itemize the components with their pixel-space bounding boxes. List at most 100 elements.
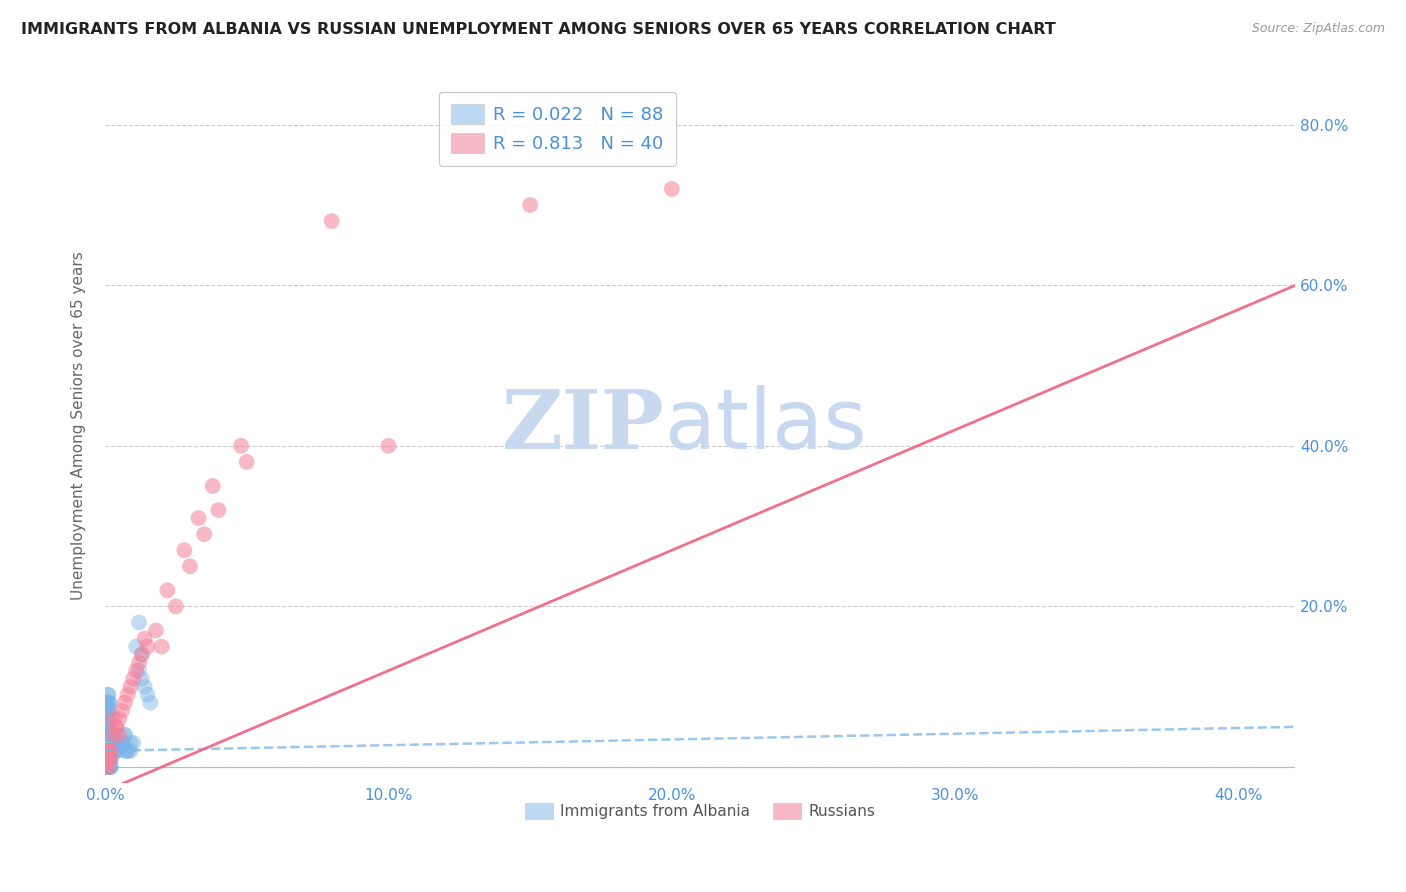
Point <box>229 439 252 453</box>
Text: IMMIGRANTS FROM ALBANIA VS RUSSIAN UNEMPLOYMENT AMONG SENIORS OVER 65 YEARS CORR: IMMIGRANTS FROM ALBANIA VS RUSSIAN UNEMP… <box>21 22 1056 37</box>
Text: Source: ZipAtlas.com: Source: ZipAtlas.com <box>1251 22 1385 36</box>
Point <box>96 760 118 774</box>
Point <box>131 672 153 686</box>
Point <box>321 214 343 228</box>
Point <box>97 712 120 726</box>
Point <box>103 728 125 742</box>
Point <box>97 744 120 758</box>
Point <box>96 752 118 766</box>
Point <box>98 760 121 774</box>
Point <box>145 624 167 638</box>
Point <box>97 760 120 774</box>
Point <box>165 599 187 614</box>
Point <box>136 640 159 654</box>
Point <box>97 744 120 758</box>
Point <box>96 744 118 758</box>
Point <box>97 760 120 774</box>
Point <box>97 752 120 766</box>
Point <box>97 744 120 758</box>
Point <box>187 511 209 525</box>
Point <box>96 752 118 766</box>
Legend: Immigrants from Albania, Russians: Immigrants from Albania, Russians <box>519 797 882 825</box>
Point <box>122 736 145 750</box>
Point <box>97 720 120 734</box>
Point <box>128 615 150 630</box>
Point <box>103 728 125 742</box>
Point <box>103 728 125 742</box>
Point <box>111 704 134 718</box>
Point <box>98 728 121 742</box>
Point <box>98 696 121 710</box>
Point <box>96 760 118 774</box>
Point <box>97 752 120 766</box>
Point <box>97 744 120 758</box>
Point <box>100 728 122 742</box>
Point <box>96 744 118 758</box>
Point <box>100 704 122 718</box>
Point <box>97 752 120 766</box>
Point <box>97 704 120 718</box>
Point <box>96 744 118 758</box>
Point <box>131 648 153 662</box>
Point <box>235 455 257 469</box>
Point <box>100 760 122 774</box>
Point <box>97 760 120 774</box>
Point <box>96 744 118 758</box>
Point <box>97 752 120 766</box>
Point <box>136 688 159 702</box>
Point <box>519 198 541 212</box>
Point <box>98 752 121 766</box>
Point <box>97 712 120 726</box>
Point <box>96 696 118 710</box>
Point <box>122 672 145 686</box>
Point <box>128 656 150 670</box>
Point <box>201 479 224 493</box>
Point <box>103 736 125 750</box>
Point <box>108 736 131 750</box>
Y-axis label: Unemployment Among Seniors over 65 years: Unemployment Among Seniors over 65 years <box>72 252 86 600</box>
Point <box>97 760 120 774</box>
Point <box>96 728 118 742</box>
Point <box>97 760 120 774</box>
Point <box>100 760 122 774</box>
Point <box>97 752 120 766</box>
Point <box>105 744 128 758</box>
Point <box>96 760 118 774</box>
Point <box>97 688 120 702</box>
Point <box>98 752 121 766</box>
Point <box>97 744 120 758</box>
Point <box>97 752 120 766</box>
Text: atlas: atlas <box>665 385 866 467</box>
Point <box>103 712 125 726</box>
Point <box>139 696 162 710</box>
Point <box>120 744 142 758</box>
Point <box>105 744 128 758</box>
Point <box>193 527 215 541</box>
Point <box>134 632 156 646</box>
Point <box>100 744 122 758</box>
Point <box>131 648 153 662</box>
Point <box>108 736 131 750</box>
Point <box>117 744 139 758</box>
Point <box>96 728 118 742</box>
Point <box>108 736 131 750</box>
Point <box>100 744 122 758</box>
Point <box>105 720 128 734</box>
Point <box>150 640 173 654</box>
Point <box>96 696 118 710</box>
Point <box>120 680 142 694</box>
Point <box>97 760 120 774</box>
Point <box>105 720 128 734</box>
Point <box>120 736 142 750</box>
Point <box>97 720 120 734</box>
Point <box>96 760 118 774</box>
Point <box>134 680 156 694</box>
Point <box>97 720 120 734</box>
Point <box>125 640 148 654</box>
Point <box>98 752 121 766</box>
Point <box>661 182 683 196</box>
Point <box>173 543 195 558</box>
Point <box>125 664 148 678</box>
Point <box>100 760 122 774</box>
Point <box>98 744 121 758</box>
